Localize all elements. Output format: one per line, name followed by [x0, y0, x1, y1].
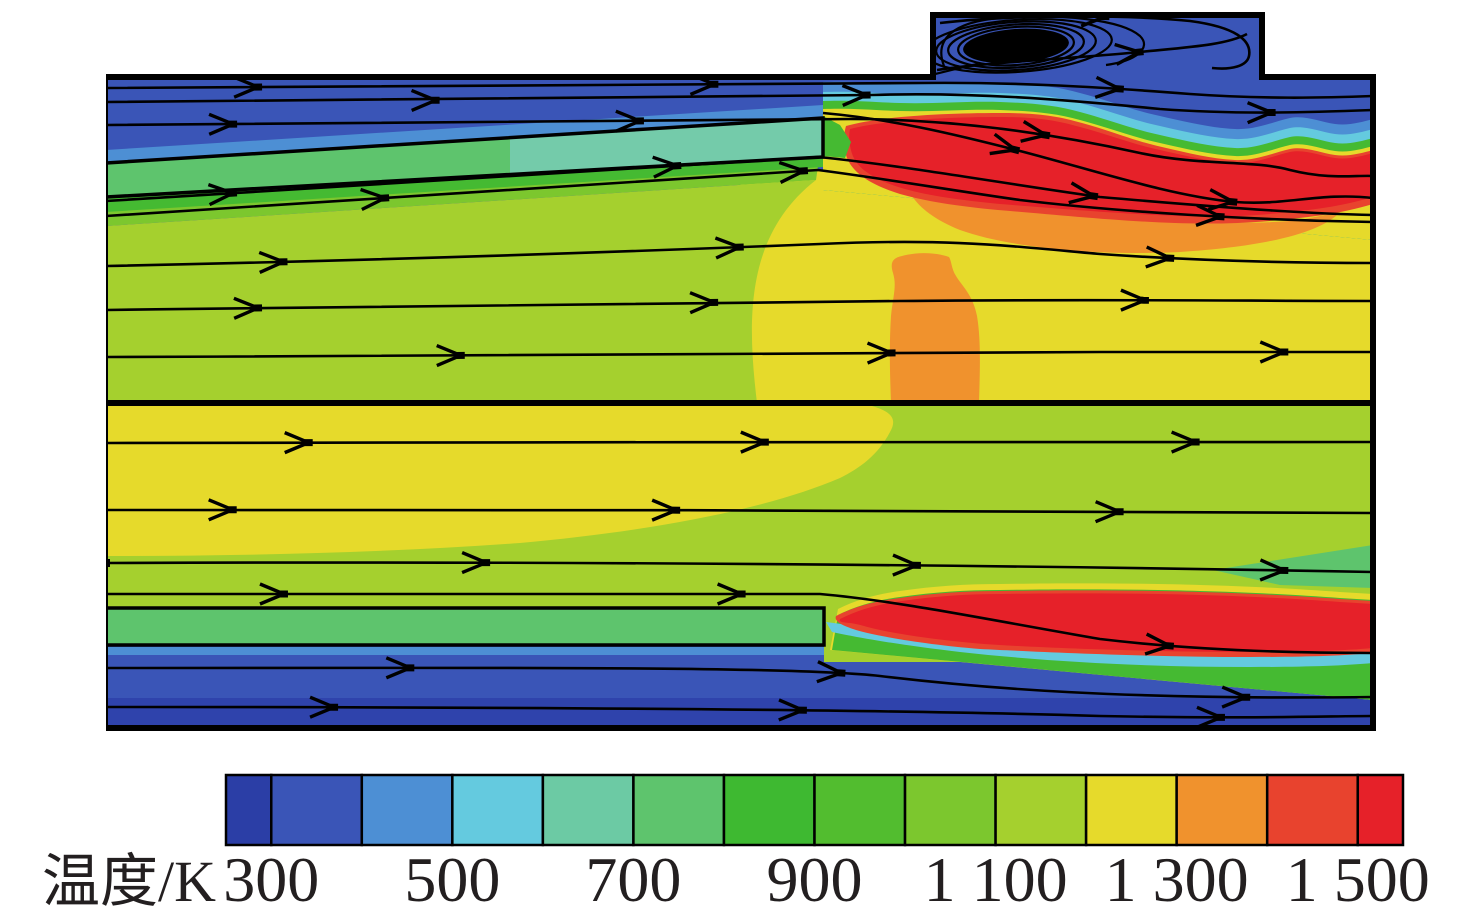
lower-plate-boundary-layer	[106, 647, 824, 655]
colorbar-cell	[224, 773, 273, 847]
domain-border	[106, 12, 1376, 731]
bottom-wall-cold-layer	[106, 698, 1373, 728]
streamlines	[106, 81, 1373, 719]
colorbar-cell	[1084, 773, 1178, 847]
colorbar-cell	[632, 773, 726, 847]
bottom-plate-fill	[106, 606, 826, 647]
colorbar-ticks: 300 500 700 900 1 100 1 300 1 500	[223, 844, 1429, 915]
colorbar-tick-label: 700	[585, 844, 681, 915]
bottom-splitter-plate	[106, 606, 826, 647]
colorbar-tick-label: 300	[223, 844, 319, 915]
colorbar-cell	[541, 773, 635, 847]
colorbar-cell	[451, 773, 545, 847]
colorbar-cell	[1265, 773, 1359, 847]
colorbar-cell	[813, 773, 907, 847]
right-edge-green-wedge	[1213, 545, 1373, 588]
colorbar-tick-label: 1 500	[1286, 844, 1430, 915]
hot-spot-plume	[889, 253, 980, 403]
colorbar	[224, 773, 1405, 847]
colorbar-cell	[903, 773, 997, 847]
colorbar-tick-label: 900	[767, 844, 863, 915]
top-plate-fill-left	[106, 138, 510, 197]
trailing-edge-wedge	[823, 116, 851, 158]
colorbar-cell	[994, 773, 1088, 847]
colorbar-tick-label: 1 100	[924, 844, 1068, 915]
upper-core-flow	[106, 180, 816, 403]
colorbar-tick-label: 1 300	[1105, 844, 1249, 915]
vortex-core	[963, 28, 1069, 64]
colorbar-label: 温度/K	[42, 849, 216, 914]
colorbar-cell	[1356, 773, 1405, 847]
colorbar-cell	[270, 773, 364, 847]
colorbar-cell	[360, 773, 454, 847]
colorbar-cell	[722, 773, 816, 847]
colorbar-cell	[1175, 773, 1269, 847]
lower-flame-zone	[839, 593, 1373, 652]
flow-domain	[106, 15, 1373, 728]
colorbar-tick-label: 500	[404, 844, 500, 915]
